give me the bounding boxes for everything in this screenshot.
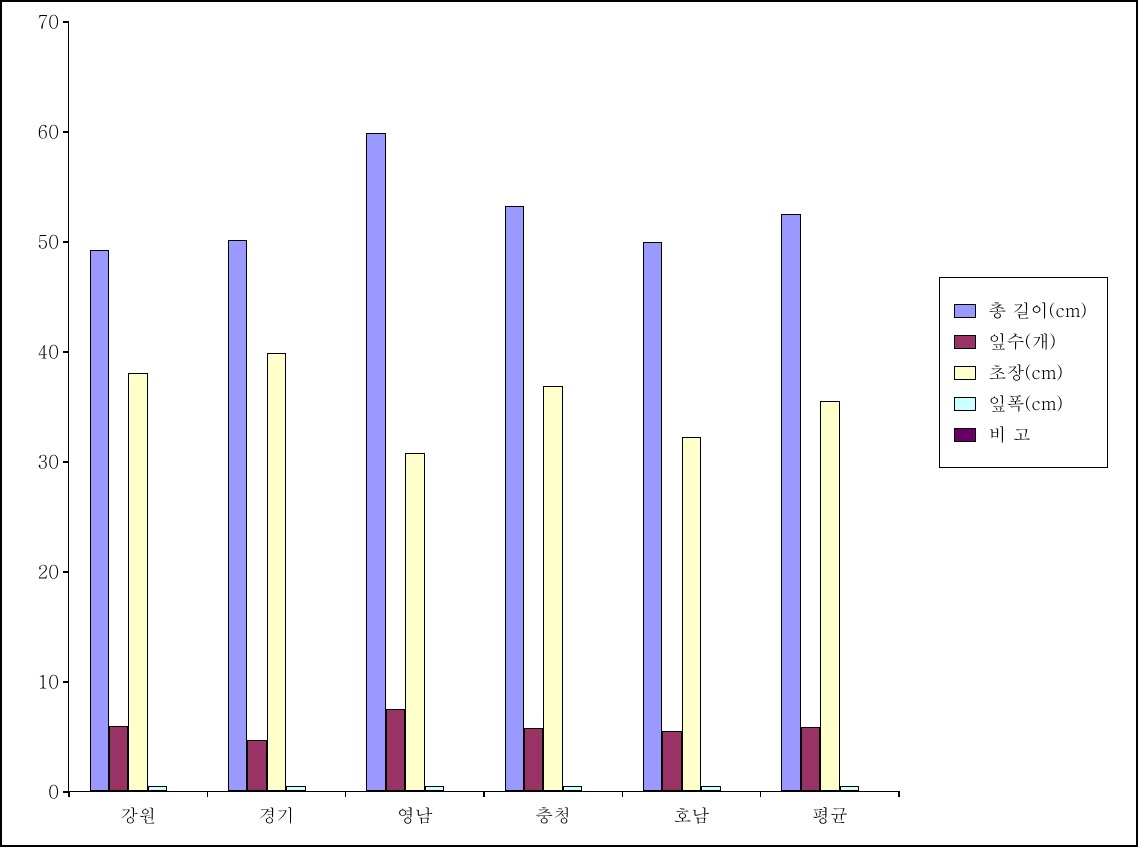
x-category-label: 호남 — [674, 803, 710, 828]
bar — [109, 726, 128, 791]
x-category-label: 경기 — [259, 803, 295, 828]
y-tick-mark — [63, 681, 69, 683]
bar — [801, 727, 820, 791]
y-tick-label: 60 — [38, 120, 59, 145]
chart-container: 010203040506070강원경기영남충청호남평균 총 길이(cm)잎수(개… — [0, 0, 1138, 847]
x-category-label: 평균 — [812, 803, 848, 828]
y-tick-mark — [63, 21, 69, 23]
bar — [128, 373, 147, 791]
y-tick-label: 20 — [38, 560, 59, 585]
x-tick-mark — [207, 791, 209, 797]
x-tick-mark — [898, 791, 900, 797]
bar — [267, 353, 286, 791]
legend-swatch — [954, 366, 976, 380]
y-tick-label: 70 — [38, 10, 59, 35]
bar — [524, 728, 543, 791]
bar — [405, 453, 424, 791]
legend: 총 길이(cm) 잎수(개) 초장(cm) 잎폭(cm) 비 고 — [939, 277, 1108, 468]
bar — [840, 786, 859, 792]
y-tick-label: 10 — [38, 670, 59, 695]
y-tick-mark — [63, 351, 69, 353]
legend-item: 총 길이(cm) — [954, 298, 1087, 323]
legend-item: 초장(cm) — [954, 360, 1087, 385]
bar — [228, 240, 247, 791]
bar — [286, 786, 305, 792]
y-tick-mark — [63, 131, 69, 133]
x-tick-mark — [345, 791, 347, 797]
bar — [820, 401, 839, 792]
bar — [366, 133, 385, 791]
legend-label: 비 고 — [988, 422, 1030, 447]
x-tick-mark — [483, 791, 485, 797]
legend-swatch — [954, 304, 976, 318]
plot-area: 010203040506070강원경기영남충청호남평균 — [68, 22, 898, 792]
legend-item: 비 고 — [954, 422, 1087, 447]
bar — [643, 242, 662, 791]
y-tick-label: 30 — [38, 450, 59, 475]
legend-label: 잎수(개) — [988, 329, 1056, 354]
bar — [148, 786, 167, 792]
bar — [662, 731, 681, 792]
y-tick-mark — [63, 241, 69, 243]
bar — [543, 386, 562, 791]
y-tick-label: 0 — [48, 780, 59, 805]
legend-item: 잎폭(cm) — [954, 391, 1087, 416]
legend-label: 잎폭(cm) — [988, 391, 1063, 416]
legend-swatch — [954, 335, 976, 349]
legend-item: 잎수(개) — [954, 329, 1087, 354]
x-tick-mark — [68, 791, 70, 797]
bar — [781, 214, 800, 792]
y-tick-label: 50 — [38, 230, 59, 255]
y-tick-mark — [63, 571, 69, 573]
bar — [505, 206, 524, 791]
legend-swatch — [954, 397, 976, 411]
x-category-label: 강원 — [120, 803, 156, 828]
legend-label: 초장(cm) — [988, 360, 1063, 385]
bar — [682, 437, 701, 791]
legend-swatch — [954, 428, 976, 442]
y-tick-label: 40 — [38, 340, 59, 365]
legend-label: 총 길이(cm) — [988, 298, 1087, 323]
bar — [90, 250, 109, 791]
x-tick-mark — [622, 791, 624, 797]
x-category-label: 영남 — [397, 803, 433, 828]
bar — [425, 786, 444, 792]
y-tick-mark — [63, 461, 69, 463]
bar — [701, 786, 720, 792]
bar — [563, 786, 582, 792]
bar — [386, 709, 405, 792]
bar — [247, 740, 266, 791]
x-tick-mark — [760, 791, 762, 797]
x-category-label: 충청 — [535, 803, 571, 828]
